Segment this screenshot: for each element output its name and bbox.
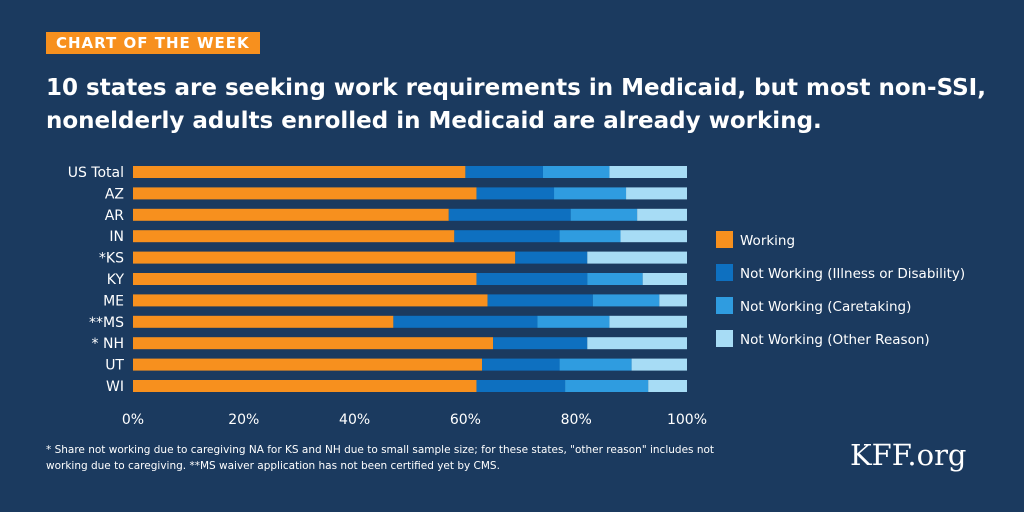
x-tick-label: 20% <box>228 412 259 428</box>
kff-logo: KFF.org <box>850 438 967 472</box>
legend-swatch <box>716 264 733 281</box>
bar-segment <box>609 166 687 178</box>
x-tick-label: 40% <box>339 412 370 428</box>
bar-segment <box>565 380 649 392</box>
bar-segment <box>454 230 560 243</box>
bar-segment <box>559 358 632 371</box>
bar-segment <box>620 230 687 243</box>
bar-segment <box>493 337 588 350</box>
bar-segment <box>609 315 687 328</box>
bar-segment <box>592 294 660 307</box>
bar-segment <box>133 230 455 243</box>
category-label: US Total <box>68 165 124 181</box>
bar-segment <box>133 251 516 264</box>
category-label: WI <box>106 379 124 395</box>
bar-segment <box>554 187 627 200</box>
x-axis-ticks: 0% 20% 40% 60% 80% 100% <box>122 412 707 428</box>
bar-segment <box>587 273 643 285</box>
bar-segment <box>133 187 477 200</box>
legend: Working Not Working (Illness or Disabilit… <box>716 231 965 348</box>
bar-segment <box>570 208 638 221</box>
bar-segment <box>487 294 593 307</box>
chart-of-the-week-badge: CHART OF THE WEEK <box>46 32 260 54</box>
bar-segment <box>133 208 449 221</box>
legend-label: Working <box>740 233 795 249</box>
bar-segment <box>476 380 566 392</box>
category-label: ME <box>103 293 124 309</box>
legend-label: Not Working (Caretaking) <box>740 299 911 315</box>
bar-segment <box>631 358 687 371</box>
x-tick-label: 100% <box>667 412 707 428</box>
bar-segment <box>648 380 687 392</box>
category-labels: US Total AZ AR IN *KS KY ME **MS * NH UT WI <box>68 165 125 395</box>
footnote: * Share not working due to caregiving NA… <box>46 444 715 472</box>
bar-segment <box>465 166 543 178</box>
legend-label: Not Working (Other Reason) <box>740 332 930 348</box>
category-label: IN <box>109 229 124 245</box>
bar-segment <box>559 230 621 243</box>
bar-segment <box>542 166 610 178</box>
category-label: AR <box>105 208 125 224</box>
bar-segment <box>626 187 687 200</box>
category-label: *KS <box>99 251 124 267</box>
category-label: **MS <box>89 315 124 331</box>
bar-segment <box>659 294 687 307</box>
bar-segment <box>642 273 687 285</box>
bar-segment <box>482 358 560 371</box>
bar-segment <box>133 273 477 285</box>
x-tick-label: 60% <box>450 412 481 428</box>
legend-swatch <box>716 231 733 248</box>
bar-segment <box>448 208 571 221</box>
bar-segment <box>515 251 588 264</box>
legend-label: Not Working (Illness or Disability) <box>740 266 965 282</box>
bar-segment <box>133 166 466 178</box>
bar-segment <box>133 294 488 307</box>
bar-segment <box>476 273 588 285</box>
bar-segment <box>133 380 477 392</box>
bar-segment <box>133 315 394 328</box>
bar-segment <box>133 358 483 371</box>
legend-swatch <box>716 297 733 314</box>
category-label: UT <box>105 358 124 374</box>
bar-segment <box>133 337 494 350</box>
bar-segment <box>476 187 555 200</box>
legend-swatch <box>716 330 733 347</box>
x-tick-label: 80% <box>561 412 592 428</box>
bar-segment <box>637 208 687 221</box>
x-tick-label: 0% <box>122 412 144 428</box>
chart-title: 10 states are seeking work requirements … <box>46 75 986 134</box>
category-label: KY <box>107 272 125 288</box>
bar-segment <box>587 251 687 264</box>
category-label: AZ <box>105 186 124 202</box>
bar-segment <box>587 337 687 350</box>
bars <box>133 166 687 392</box>
bar-segment <box>537 315 610 328</box>
bar-segment <box>393 315 538 328</box>
category-label: * NH <box>92 336 124 352</box>
